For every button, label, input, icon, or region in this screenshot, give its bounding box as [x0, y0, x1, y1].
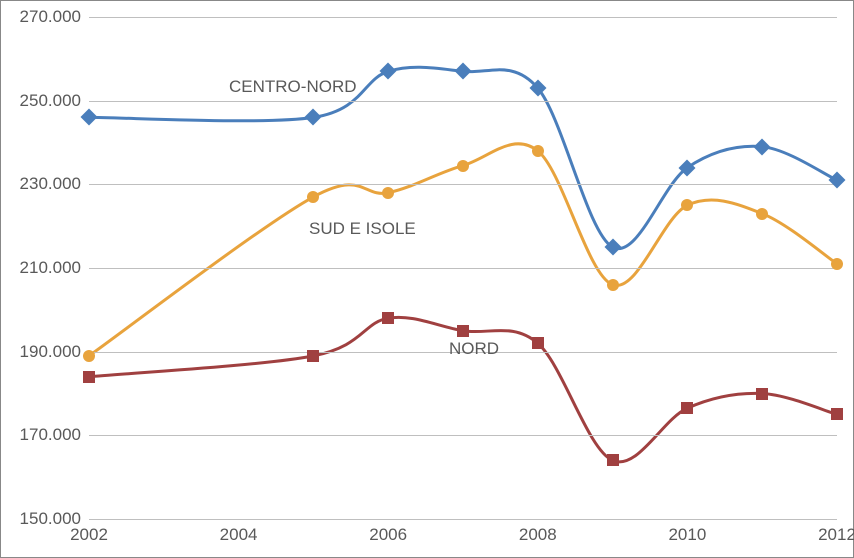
marker-nord	[607, 454, 619, 466]
y-tick-label: 170.000	[11, 425, 81, 445]
gridline	[89, 101, 837, 102]
series-line-centro_nord	[89, 67, 837, 248]
y-tick-label: 230.000	[11, 174, 81, 194]
gridline	[89, 184, 837, 185]
x-tick-label: 2004	[220, 525, 258, 545]
x-tick-label: 2012	[818, 525, 854, 545]
x-tick-label: 2006	[369, 525, 407, 545]
series-label-sud_e_isole: SUD E ISOLE	[309, 219, 416, 239]
series-label-nord: NORD	[449, 339, 499, 359]
marker-sud_e_isole	[307, 191, 319, 203]
x-tick-label: 2008	[519, 525, 557, 545]
marker-nord	[681, 402, 693, 414]
marker-nord	[307, 350, 319, 362]
plot-area	[89, 17, 837, 519]
y-tick-label: 210.000	[11, 258, 81, 278]
marker-nord	[382, 312, 394, 324]
marker-nord	[457, 325, 469, 337]
marker-sud_e_isole	[382, 187, 394, 199]
marker-sud_e_isole	[457, 160, 469, 172]
marker-sud_e_isole	[83, 350, 95, 362]
marker-nord	[83, 371, 95, 383]
gridline	[89, 519, 837, 520]
series-label-centro_nord: CENTRO-NORD	[229, 77, 357, 97]
x-tick-label: 2002	[70, 525, 108, 545]
chart-frame: 150.000170.000190.000210.000230.000250.0…	[0, 0, 854, 558]
marker-sud_e_isole	[532, 145, 544, 157]
gridline	[89, 268, 837, 269]
y-tick-label: 270.000	[11, 7, 81, 27]
marker-sud_e_isole	[681, 199, 693, 211]
marker-nord	[756, 388, 768, 400]
gridline	[89, 17, 837, 18]
x-tick-label: 2010	[668, 525, 706, 545]
marker-nord	[532, 337, 544, 349]
marker-sud_e_isole	[831, 258, 843, 270]
marker-sud_e_isole	[756, 208, 768, 220]
y-tick-label: 250.000	[11, 91, 81, 111]
y-tick-label: 190.000	[11, 342, 81, 362]
marker-nord	[831, 408, 843, 420]
gridline	[89, 435, 837, 436]
marker-sud_e_isole	[607, 279, 619, 291]
